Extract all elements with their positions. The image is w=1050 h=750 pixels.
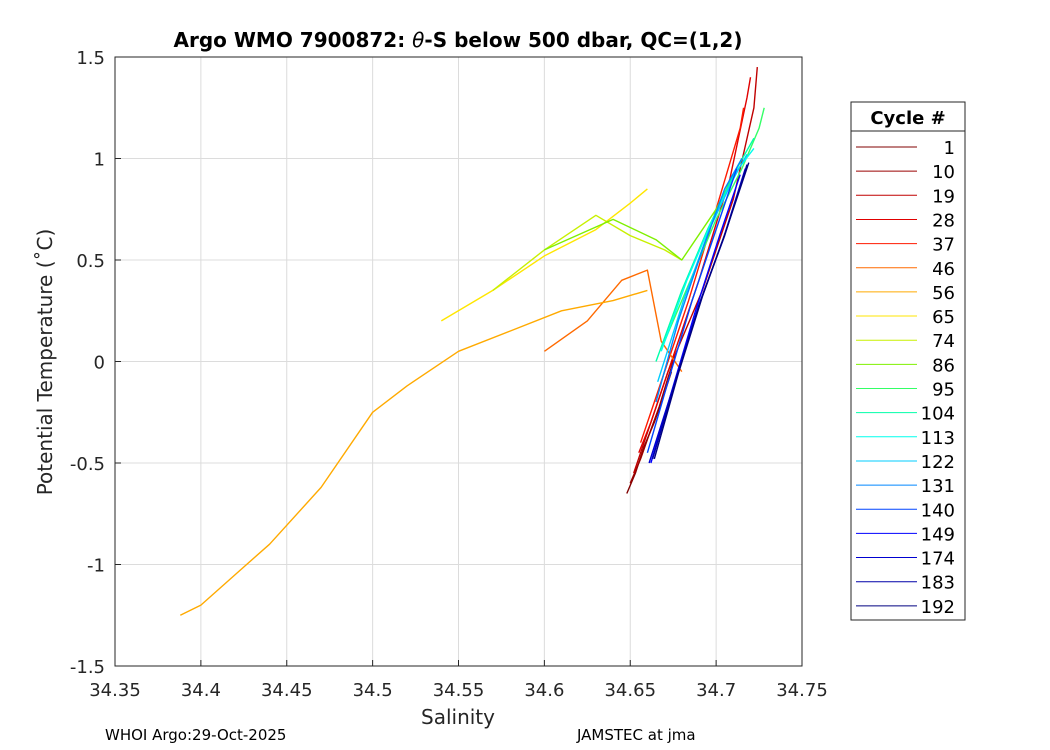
legend-label-cycle-192: 192 <box>921 597 955 618</box>
x-tick-label: 34.55 <box>433 680 485 701</box>
series-line-cycle-10 <box>629 351 678 484</box>
data-series-group <box>179 67 765 616</box>
title-theta: θ <box>412 28 424 52</box>
x-tick-label: 34.6 <box>524 680 564 701</box>
legend-title: Cycle # <box>870 108 945 129</box>
series-line-cycle-95 <box>663 107 765 342</box>
grid-lines <box>115 57 802 666</box>
y-tick-label: 1.5 <box>76 48 105 69</box>
footer-credit: JAMSTEC at jma <box>577 726 696 744</box>
x-tick-label: 34.5 <box>353 680 393 701</box>
y-tick-label: 0 <box>94 353 105 374</box>
legend-label-cycle-56: 56 <box>932 283 955 304</box>
series-line-cycle-140 <box>646 168 738 453</box>
y-tick-label: -1.5 <box>70 657 105 678</box>
legend-label-cycle-19: 19 <box>932 186 955 207</box>
series-line-cycle-56 <box>179 289 648 616</box>
legend-label-cycle-1: 1 <box>944 138 955 159</box>
legend-label-cycle-183: 183 <box>921 573 955 594</box>
y-tick-label: 0.5 <box>76 251 105 272</box>
legend-label-cycle-131: 131 <box>921 476 955 497</box>
y-tick-label: -1 <box>87 556 105 577</box>
x-axis-ticks: 34.35 34.4 34.45 34.5 34.55 34.6 34.65 34.7 34.7… <box>89 660 828 701</box>
legend-label-cycle-95: 95 <box>932 380 955 401</box>
legend-label-cycle-74: 74 <box>932 331 955 352</box>
legend-label-cycle-65: 65 <box>932 307 955 328</box>
title-prefix: Argo WMO 7900872: <box>174 28 413 52</box>
footer-source: WHOI Argo:29-Oct-2025 <box>105 726 287 744</box>
legend-items: 1 10 19 28 37 46 56 65 74 86 95 104 113 122 131 140 149 1… <box>856 138 955 618</box>
series-line-cycle-131 <box>655 158 743 403</box>
chart-title: Argo WMO 7900872: θ-S below 500 dbar, QC… <box>174 28 743 52</box>
title-suffix: -S below 500 dbar, QC=(1,2) <box>424 28 742 52</box>
legend-label-cycle-46: 46 <box>932 259 955 280</box>
x-tick-label: 34.75 <box>776 680 828 701</box>
legend-label-cycle-140: 140 <box>921 500 955 521</box>
legend-label-cycle-149: 149 <box>921 524 955 545</box>
legend-label-cycle-113: 113 <box>921 428 955 449</box>
y-axis-ticks: 1.5 1 0.5 0 -0.5 -1 -1.5 <box>70 48 121 678</box>
series-line-cycle-104 <box>655 137 755 362</box>
y-tick-label: -0.5 <box>70 454 105 475</box>
legend-label-cycle-122: 122 <box>921 452 955 473</box>
series-line-cycle-46 <box>543 269 683 372</box>
legend-label-cycle-104: 104 <box>921 404 955 425</box>
x-axis-label: Salinity <box>421 705 495 729</box>
legend-label-cycle-10: 10 <box>932 162 955 183</box>
legend-label-cycle-28: 28 <box>932 210 955 231</box>
x-tick-label: 34.7 <box>696 680 736 701</box>
y-axis-label: Potential Temperature (˚C) <box>33 229 57 496</box>
legend: Cycle # 1 10 19 28 37 46 56 65 74 86 95 104 113 122 13… <box>850 101 966 621</box>
legend-label-cycle-37: 37 <box>932 235 955 256</box>
x-tick-label: 34.45 <box>261 680 313 701</box>
series-line-cycle-65 <box>440 188 648 322</box>
series-line-cycle-19 <box>633 67 758 474</box>
legend-label-cycle-174: 174 <box>921 549 955 570</box>
series-line-cycle-113 <box>660 147 755 352</box>
x-tick-label: 34.65 <box>604 680 656 701</box>
y-tick-label: 1 <box>94 150 105 171</box>
series-line-cycle-74 <box>492 214 683 291</box>
series-line-cycle-192 <box>653 162 750 460</box>
series-line-cycle-37 <box>639 107 745 443</box>
x-tick-label: 34.4 <box>181 680 221 701</box>
x-tick-label: 34.35 <box>89 680 141 701</box>
legend-label-cycle-86: 86 <box>932 355 955 376</box>
